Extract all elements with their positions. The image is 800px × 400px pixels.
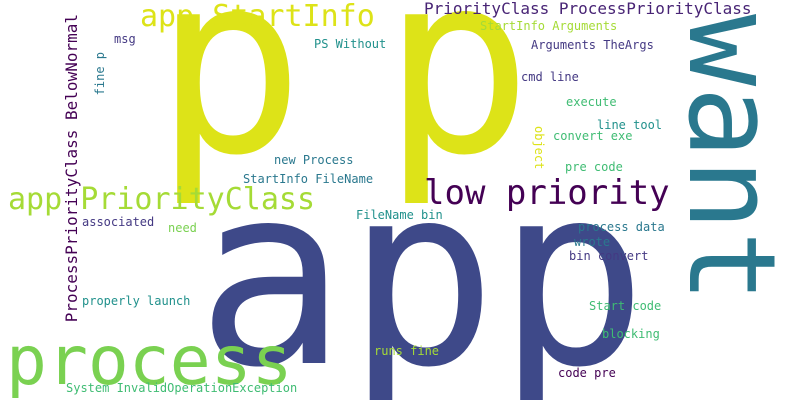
word-p-left: p xyxy=(154,0,305,210)
word-convert-exe: convert exe xyxy=(553,129,633,143)
word-bin-convert: bin convert xyxy=(569,249,649,263)
word-need: need xyxy=(168,221,197,235)
word-system-invalidoperationexception: System InvalidOperationException xyxy=(66,381,298,395)
word-p-right: p xyxy=(382,0,533,210)
word-low-priority: low priority xyxy=(424,173,670,213)
word-object: object xyxy=(532,126,546,170)
word-msg: msg xyxy=(114,32,136,46)
word-line-tool: line tool xyxy=(597,118,663,132)
word-new-process: new Process xyxy=(274,153,354,167)
word-arguments-theargs: Arguments TheArgs xyxy=(531,38,654,52)
word-fine-p: fine p xyxy=(93,52,107,96)
word-pre-code: pre code xyxy=(565,160,623,174)
word-filename-bin: FileName bin xyxy=(356,208,443,222)
word-start-code: Start code xyxy=(589,299,662,313)
word-properly-launch: properly launch xyxy=(82,294,191,308)
word-blocking: blocking xyxy=(602,327,660,341)
word-startinfo-filename: StartInfo FileName xyxy=(243,172,374,186)
word-cmd-line: cmd line xyxy=(521,70,579,84)
word-wrote: wrote xyxy=(574,235,611,249)
word-app-priorityclass: app PriorityClass xyxy=(8,182,316,217)
word-ps-without: PS Without xyxy=(314,37,387,51)
word-processpriorityclass-belownormal: ProcessPriorityClass BelowNormal xyxy=(62,14,81,323)
word-app-startinfo: app StartInfo xyxy=(140,0,375,34)
word-app-big: app xyxy=(196,131,648,400)
word-code-pre: code pre xyxy=(558,366,616,380)
word-want: want xyxy=(661,14,800,303)
word-associated: associated xyxy=(82,215,155,229)
word-runs-fine: runs fine xyxy=(374,344,440,358)
word-process-data: process data xyxy=(578,220,665,234)
word-priorityclass-processpriorityclass: PriorityClass ProcessPriorityClass xyxy=(424,0,752,18)
word-process: process xyxy=(6,322,293,400)
word-startinfo-arguments: StartInfo Arguments xyxy=(480,19,618,33)
word-execute: execute xyxy=(566,95,617,109)
